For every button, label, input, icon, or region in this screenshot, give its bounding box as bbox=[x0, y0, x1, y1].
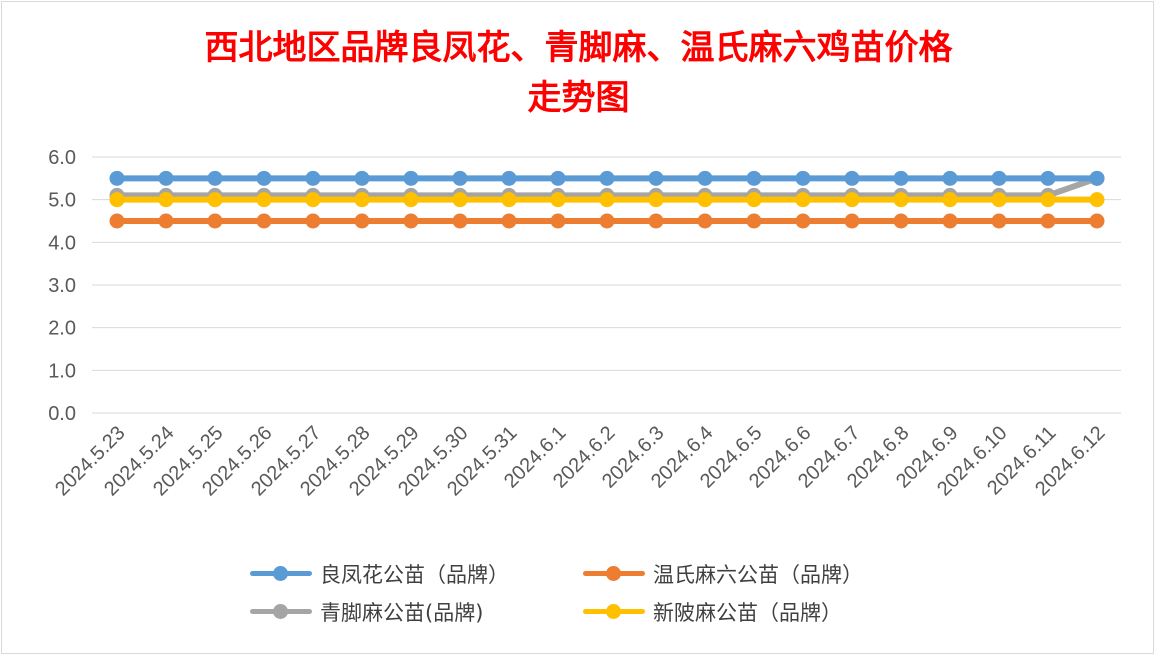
series-1-point-12 bbox=[697, 213, 713, 229]
series-1-point-15 bbox=[844, 213, 860, 229]
series-3-point-19 bbox=[1040, 192, 1056, 208]
series-0-point-8 bbox=[501, 170, 517, 186]
series-3-point-20 bbox=[1089, 192, 1105, 208]
series-3-point-6 bbox=[403, 192, 419, 208]
legend-marker-series-1 bbox=[606, 566, 621, 581]
y-tick-label-1: 1.0 bbox=[48, 360, 76, 382]
series-1-point-17 bbox=[942, 213, 958, 229]
series-3-point-14 bbox=[795, 192, 811, 208]
series-0-point-13 bbox=[746, 170, 762, 186]
series-1-point-10 bbox=[599, 213, 615, 229]
legend-item-series-2: 青脚麻公苗(品牌) bbox=[250, 593, 483, 631]
series-0-point-20 bbox=[1089, 170, 1105, 186]
series-1-point-14 bbox=[795, 213, 811, 229]
series-0-point-3 bbox=[256, 170, 272, 186]
series-0-point-10 bbox=[599, 170, 615, 186]
chart-title-line-1: 西北地区品牌良凤花、青脚麻、温氏麻六鸡苗价格 bbox=[204, 28, 953, 68]
series-0-point-18 bbox=[991, 170, 1007, 186]
legend-marker-series-0 bbox=[273, 566, 288, 581]
series-1-point-6 bbox=[403, 213, 419, 229]
series-3-point-10 bbox=[599, 192, 615, 208]
series-0-point-14 bbox=[795, 170, 811, 186]
series-3-point-2 bbox=[207, 192, 223, 208]
series-1-point-9 bbox=[550, 213, 566, 229]
legend-label-series-1: 温氏麻六公苗（品牌） bbox=[653, 563, 863, 587]
y-tick-label-0: 0.0 bbox=[48, 403, 76, 425]
series-1-point-7 bbox=[452, 213, 468, 229]
series-3-point-9 bbox=[550, 192, 566, 208]
series-3-point-18 bbox=[991, 192, 1007, 208]
series-1-point-16 bbox=[893, 213, 909, 229]
legend-item-series-0: 良凤花公苗（品牌） bbox=[250, 555, 509, 593]
series-1-point-1 bbox=[158, 213, 174, 229]
series-1-point-19 bbox=[1040, 213, 1056, 229]
series-3-point-5 bbox=[354, 192, 370, 208]
legend-label-series-2: 青脚麻公苗(品牌) bbox=[320, 601, 484, 625]
series-3-point-16 bbox=[893, 192, 909, 208]
series-3-point-17 bbox=[942, 192, 958, 208]
series-0-point-9 bbox=[550, 170, 566, 186]
legend-swatch-series-0 bbox=[250, 555, 312, 593]
y-tick-label-2: 2.0 bbox=[48, 318, 76, 340]
y-tick-label-3: 3.0 bbox=[48, 275, 76, 297]
series-3-point-4 bbox=[305, 192, 321, 208]
series-0-point-1 bbox=[158, 170, 174, 186]
y-tick-label-5: 5.0 bbox=[48, 190, 76, 212]
series-0-point-11 bbox=[648, 170, 664, 186]
legend-item-series-3: 新陂麻公苗（品牌） bbox=[583, 593, 842, 631]
series-1-point-2 bbox=[207, 213, 223, 229]
series-1-point-20 bbox=[1089, 213, 1105, 229]
series-0-point-5 bbox=[354, 170, 370, 186]
series-1-point-18 bbox=[991, 213, 1007, 229]
series-3-point-3 bbox=[256, 192, 272, 208]
series-0-point-16 bbox=[893, 170, 909, 186]
series-3-point-7 bbox=[452, 192, 468, 208]
series-1-point-8 bbox=[501, 213, 517, 229]
series-3-point-8 bbox=[501, 192, 517, 208]
legend-label-series-0: 良凤花公苗（品牌） bbox=[320, 563, 509, 587]
y-tick-label-4: 4.0 bbox=[48, 232, 76, 254]
series-3-point-0 bbox=[109, 192, 125, 208]
series-3-point-1 bbox=[158, 192, 174, 208]
legend-swatch-series-3 bbox=[583, 593, 645, 631]
legend-marker-series-2 bbox=[273, 604, 288, 619]
series-0-point-15 bbox=[844, 170, 860, 186]
legend-item-series-1: 温氏麻六公苗（品牌） bbox=[583, 555, 863, 593]
series-3-point-15 bbox=[844, 192, 860, 208]
series-3-point-12 bbox=[697, 192, 713, 208]
series-3-point-13 bbox=[746, 192, 762, 208]
series-0-point-12 bbox=[697, 170, 713, 186]
legend-swatch-series-2 bbox=[250, 593, 312, 631]
series-1-point-3 bbox=[256, 213, 272, 229]
series-0-point-4 bbox=[305, 170, 321, 186]
series-0-point-17 bbox=[942, 170, 958, 186]
series-0-point-19 bbox=[1040, 170, 1056, 186]
legend-marker-series-3 bbox=[606, 604, 621, 619]
legend-swatch-series-1 bbox=[583, 555, 645, 593]
chart-legend: 良凤花公苗（品牌） 温氏麻六公苗（品牌） 青脚麻公苗(品牌) 新陂麻公苗（品牌） bbox=[250, 553, 950, 637]
series-0-point-0 bbox=[109, 170, 125, 186]
series-0-point-7 bbox=[452, 170, 468, 186]
series-1-point-5 bbox=[354, 213, 370, 229]
series-3-point-11 bbox=[648, 192, 664, 208]
chart-title-line-2: 走势图 bbox=[527, 78, 630, 118]
series-1-point-13 bbox=[746, 213, 762, 229]
series-0-point-2 bbox=[207, 170, 223, 186]
legend-label-series-3: 新陂麻公苗（品牌） bbox=[653, 601, 842, 625]
series-0-point-6 bbox=[403, 170, 419, 186]
y-tick-label-6: 6.0 bbox=[48, 147, 76, 169]
series-1-point-11 bbox=[648, 213, 664, 229]
series-1-point-4 bbox=[305, 213, 321, 229]
series-1-point-0 bbox=[109, 213, 125, 229]
